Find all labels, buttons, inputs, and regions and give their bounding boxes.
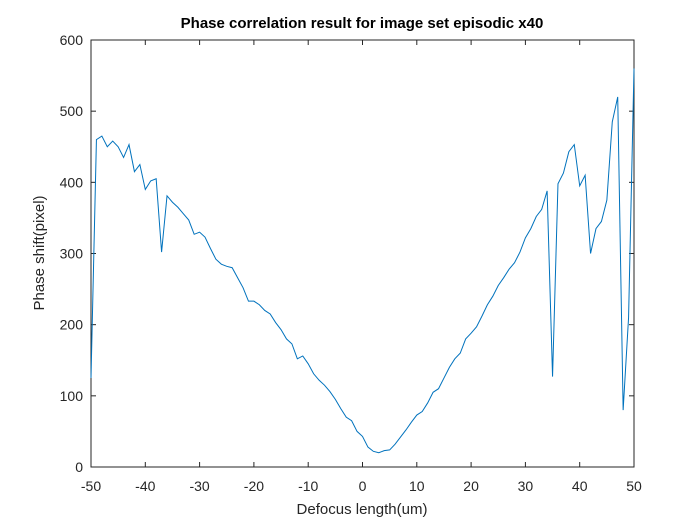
x-tick-label: 20 bbox=[463, 478, 479, 494]
y-tick-label: 0 bbox=[75, 459, 83, 475]
x-tick-label: 40 bbox=[572, 478, 588, 494]
x-tick-label: -30 bbox=[189, 478, 209, 494]
x-tick-label: -10 bbox=[298, 478, 318, 494]
axes-box bbox=[90, 39, 635, 468]
data-line bbox=[90, 68, 635, 454]
y-tick-label: 200 bbox=[60, 317, 84, 333]
x-tick-label: 10 bbox=[409, 478, 425, 494]
x-tick-label: -40 bbox=[135, 478, 155, 494]
x-tick-label: 30 bbox=[518, 478, 534, 494]
x-tick-label: 50 bbox=[626, 478, 642, 494]
chart-title: Phase correlation result for image set e… bbox=[181, 15, 544, 32]
y-tick-label: 600 bbox=[60, 32, 84, 48]
y-axis-label: Phase shift(pixel) bbox=[31, 195, 48, 310]
x-axis-label: Defocus length(um) bbox=[297, 501, 428, 518]
y-tick-label: 100 bbox=[60, 388, 84, 404]
y-tick-label: 500 bbox=[60, 103, 84, 119]
x-tick-label: -20 bbox=[244, 478, 264, 494]
x-tick-label: 0 bbox=[359, 478, 367, 494]
x-tick-label: -50 bbox=[81, 478, 101, 494]
y-tick-label: 300 bbox=[60, 246, 84, 262]
y-tick-label: 400 bbox=[60, 174, 84, 190]
